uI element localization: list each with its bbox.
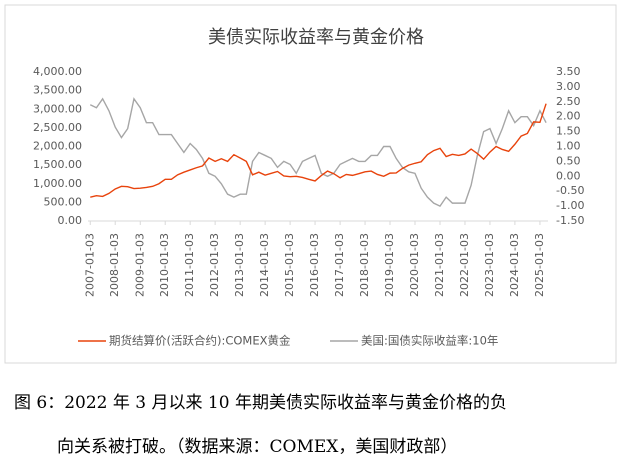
y-tick-label: 1,000.00 [33, 177, 82, 190]
y-tick-label: 2,000.00 [33, 140, 82, 153]
y2-tick-label: 3.50 [556, 65, 581, 78]
y2-tick-label: 0.00 [556, 169, 581, 182]
x-tick-label: 2023-01-03 [483, 233, 496, 297]
y-tick-label: 4,000.00 [33, 65, 82, 78]
x-tick-label: 2011-01-03 [183, 233, 196, 297]
y2-tick-label: -1.00 [556, 199, 584, 212]
x-tick-label: 2025-01-03 [533, 233, 546, 297]
caption-line: 向关系被打破。（数据来源：COMEX，美国财政部） [57, 437, 458, 457]
chart-frame [4, 4, 617, 364]
y-tick-label: 2,500.00 [33, 121, 82, 134]
legend-label: 期货结算价(活跃合约):COMEX黄金 [109, 334, 291, 348]
x-tick-label: 2021-01-03 [433, 233, 446, 297]
y2-tick-label: 1.00 [556, 140, 581, 153]
x-tick-label: 2007-01-03 [83, 233, 96, 297]
y-tick-label: 3,000.00 [33, 102, 82, 115]
y2-tick-label: 2.00 [556, 110, 581, 123]
x-tick-label: 2012-01-03 [208, 233, 221, 297]
series-line [89, 97, 547, 207]
y2-tick-label: 0.50 [556, 154, 581, 167]
chart: 美债实际收益率与黄金价格 0.00 500.00 1,000.00 1,500.00 2… [4, 4, 617, 364]
caption-line: 图 6：2022 年 3 月以来 10 年期美债实际收益率与黄金价格的负 [14, 393, 507, 413]
x-tick-label: 2024-01-03 [508, 233, 521, 297]
x-tick-label: 2013-01-03 [233, 233, 246, 297]
y-tick-label: 3,500.00 [33, 84, 82, 97]
x-tick-label: 2010-01-03 [158, 233, 171, 297]
x-tick-label: 2022-01-03 [458, 233, 471, 297]
y-tick-label: 1,500.00 [33, 158, 82, 171]
x-tick-label: 2008-01-03 [108, 233, 121, 297]
x-tick-label: 2018-01-03 [358, 233, 371, 297]
y2-tick-label: -0.50 [556, 184, 584, 197]
legend-label: 美国:国债实际收益率:10年 [361, 334, 498, 348]
y2-tick-label: 1.50 [556, 125, 581, 138]
x-tick-label: 2019-01-03 [383, 233, 396, 297]
x-tick-label: 2015-01-03 [283, 233, 296, 297]
y-tick-label: 0.00 [58, 214, 83, 227]
y2-tick-label: 3.00 [556, 80, 581, 93]
x-tick-label: 2016-01-03 [308, 233, 321, 297]
y-tick-label: 500.00 [44, 195, 83, 208]
x-tick-label: 2009-01-03 [133, 233, 146, 297]
x-tick-label: 2020-01-03 [408, 233, 421, 297]
series-line [90, 103, 547, 198]
chart-title: 美债实际收益率与黄金价格 [208, 27, 424, 48]
y2-tick-label: -1.50 [556, 214, 584, 227]
x-tick-label: 2017-01-03 [333, 233, 346, 297]
x-tick-label: 2014-01-03 [258, 233, 271, 297]
y2-tick-label: 2.50 [556, 95, 581, 108]
